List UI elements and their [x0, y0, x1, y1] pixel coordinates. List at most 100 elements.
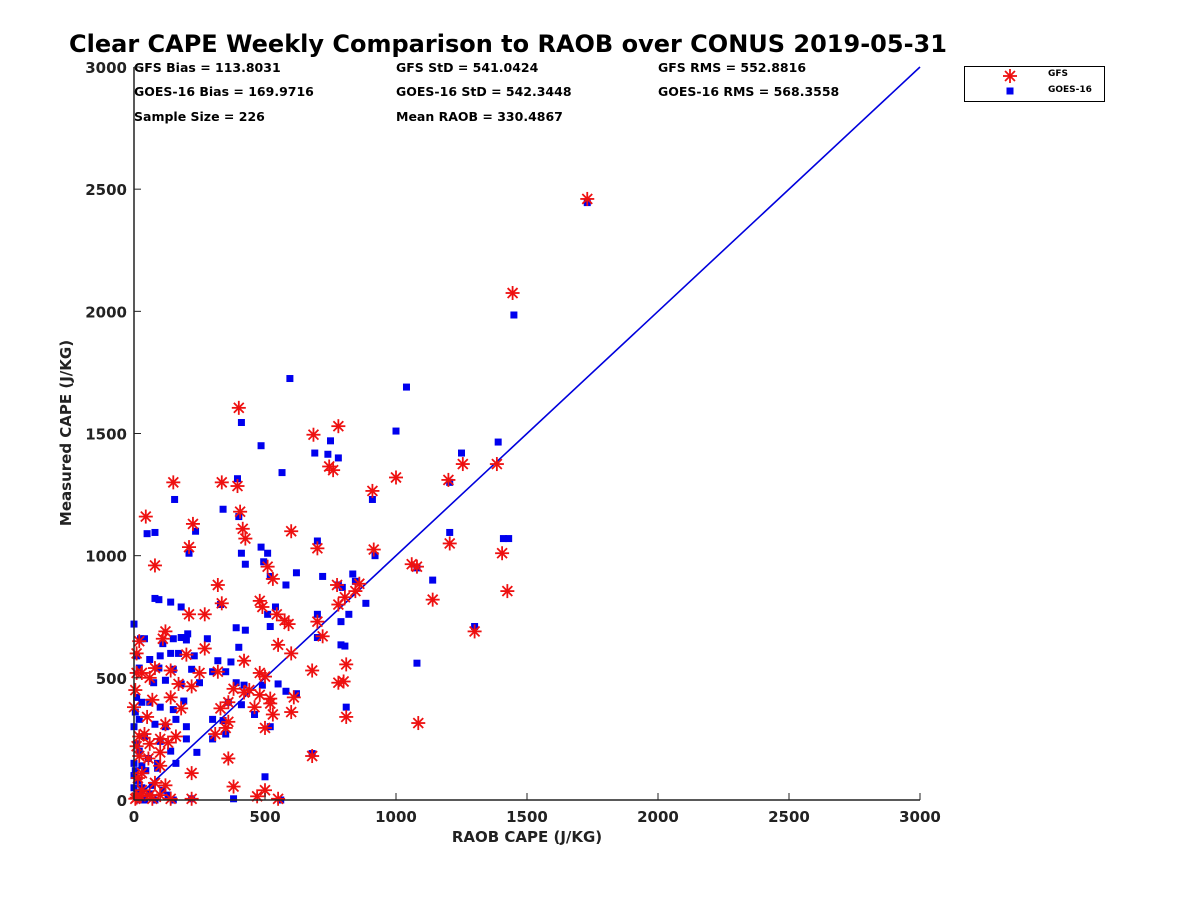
gfs-point — [197, 607, 212, 622]
goes16-point — [257, 543, 265, 551]
goes16-point — [494, 438, 502, 446]
goes16-point — [334, 454, 342, 462]
y-tick-label: 2000 — [85, 303, 127, 321]
gfs-point — [409, 559, 424, 574]
goes16-point — [214, 657, 222, 665]
goes16-point — [292, 569, 300, 577]
gfs-point — [161, 735, 176, 750]
goes16-point — [171, 495, 179, 503]
gfs-point — [467, 624, 482, 639]
gfs-point — [305, 749, 320, 764]
goes16-point — [232, 679, 240, 687]
goes16-point — [131, 767, 139, 775]
goes16-point — [135, 664, 143, 672]
gfs-point — [129, 739, 144, 754]
gfs-point — [163, 663, 178, 678]
goes16-point — [264, 549, 272, 557]
goes16-point — [193, 748, 201, 756]
y-tick-label: 0 — [117, 792, 127, 810]
goes16-point — [337, 618, 345, 626]
goes16-point — [237, 701, 245, 709]
goes16-point — [251, 710, 259, 718]
stat-gfs-bias: GFS Bias = 113.8031 — [134, 60, 281, 75]
x-tick-label: 500 — [249, 808, 280, 826]
goes16-point — [368, 495, 376, 503]
gfs-point — [153, 745, 168, 760]
stat-goes-std: GOES-16 StD = 542.3448 — [396, 84, 572, 99]
gfs-point — [271, 791, 286, 806]
goes16-point — [219, 505, 227, 513]
goes16-point — [182, 723, 190, 731]
goes16-point — [342, 703, 350, 711]
gfs-point — [184, 679, 199, 694]
goes16-point — [235, 513, 243, 521]
goes16-point — [282, 581, 290, 589]
goes16-point — [146, 656, 154, 664]
goes16-point — [237, 419, 245, 427]
goes16-point — [227, 658, 235, 666]
gfs-point — [153, 758, 168, 773]
y-tick-label: 3000 — [85, 59, 127, 77]
gfs-point — [142, 670, 157, 685]
goes16-point — [429, 576, 437, 584]
gfs-point — [231, 400, 246, 415]
gfs-point — [271, 637, 286, 652]
gfs-point — [179, 647, 194, 662]
goes16-point — [257, 442, 265, 450]
goes16-point — [140, 635, 148, 643]
goes16-point — [172, 759, 180, 767]
gfs-point — [337, 590, 352, 605]
goes16-point — [266, 623, 274, 631]
legend-item-gfs: GFS — [965, 67, 1104, 83]
gfs-point — [182, 607, 197, 622]
gfs-point — [138, 509, 153, 524]
gfs-point — [505, 286, 520, 301]
goes16-point — [241, 560, 249, 568]
goes16-point — [196, 679, 203, 687]
gfs-point — [305, 663, 320, 678]
gfs-point — [142, 736, 157, 751]
gfs-point — [339, 709, 354, 724]
gfs-point — [133, 789, 148, 804]
goes16-point — [209, 715, 217, 723]
goes16-point — [371, 552, 379, 560]
goes16-point — [169, 665, 177, 673]
stat-goes-rms: GOES-16 RMS = 568.3558 — [658, 84, 840, 99]
gfs-point — [258, 720, 272, 735]
gfs-point — [237, 685, 252, 700]
goes16-point — [182, 735, 190, 743]
gfs-point — [145, 692, 160, 707]
goes16-point — [138, 762, 146, 770]
goes16-point — [313, 537, 321, 545]
goes16-point — [169, 635, 177, 643]
goes16-point — [240, 681, 248, 689]
gfs-point — [140, 709, 155, 724]
goes16-point — [349, 570, 357, 578]
gfs-point — [455, 457, 470, 472]
stat-goes-bias: GOES-16 Bias = 169.9716 — [134, 84, 314, 99]
goes16-point — [142, 767, 150, 775]
gfs-point — [252, 687, 267, 702]
legend-marker-gfs — [1003, 69, 1017, 83]
gfs-point — [218, 720, 233, 735]
chart-title: Clear CAPE Weekly Comparison to RAOB ove… — [69, 30, 947, 58]
goes16-point — [324, 450, 332, 458]
goes16-point — [135, 715, 143, 723]
gfs-point — [226, 681, 241, 696]
gfs-point — [389, 470, 403, 485]
x-tick-label: 1000 — [375, 808, 417, 826]
gfs-point — [184, 791, 199, 806]
x-tick-label: 3000 — [899, 808, 941, 826]
goes16-point — [362, 599, 370, 607]
x-tick-label: 0 — [129, 808, 139, 826]
goes16-point — [190, 652, 198, 660]
gfs-point — [306, 427, 321, 442]
goes16-point — [159, 786, 167, 794]
square-icon — [1006, 87, 1014, 95]
gfs-point — [214, 475, 229, 490]
gfs-point — [330, 577, 345, 592]
goes16-point — [151, 528, 159, 536]
goes16-point — [180, 697, 188, 705]
gfs-point — [339, 657, 354, 672]
goes16-point — [167, 649, 175, 657]
